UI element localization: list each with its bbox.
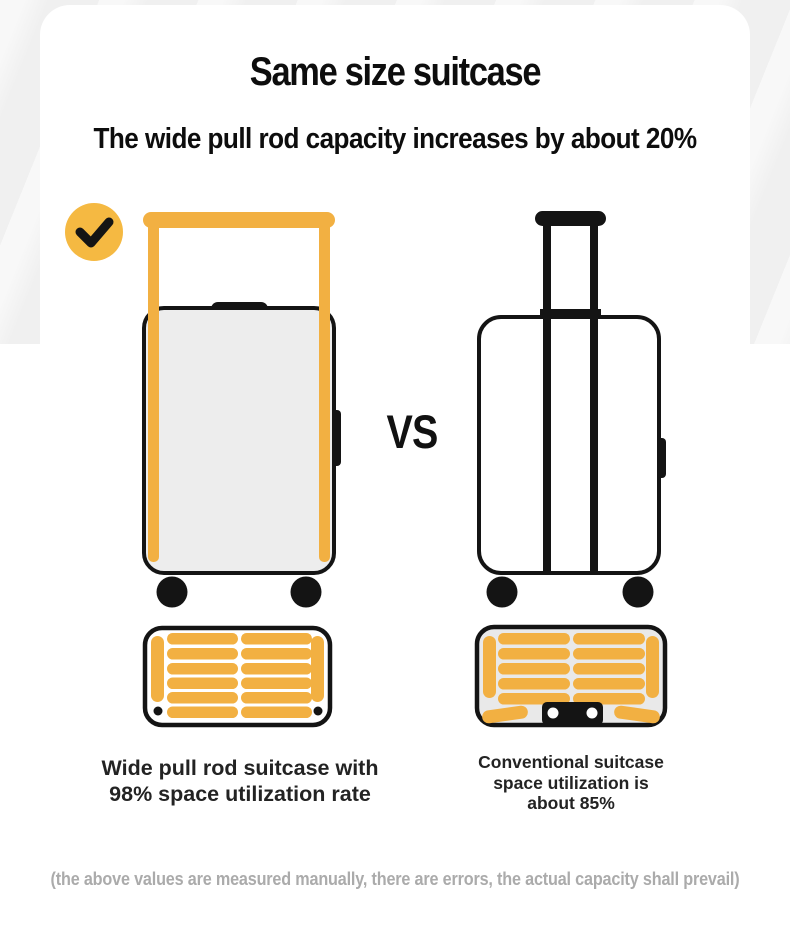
caption-line: about 85% (527, 793, 615, 813)
packed-item-rows (482, 633, 660, 724)
check-badge-circle (65, 203, 123, 261)
caption-line: space utilization is (493, 772, 649, 793)
conventional-packing-top-view (474, 624, 668, 728)
caption-line: Conventional suitcase (478, 752, 664, 772)
conventional-suitcase-front (477, 211, 666, 608)
wheel-right (290, 576, 322, 608)
caption-line: Wide pull rod suitcase with (101, 756, 379, 780)
check-mark (75, 217, 114, 248)
corner-dot (313, 706, 323, 716)
wide-trolley-rod (143, 212, 335, 562)
packed-item (151, 636, 164, 702)
packed-item-rows (167, 633, 312, 718)
disclaimer-text: (the above values are measured manually,… (50, 869, 740, 889)
trolley-top-handle (535, 211, 606, 226)
suitcase-body (142, 306, 336, 575)
trolley-right-tube (590, 219, 598, 571)
trolley-top-bar (143, 212, 335, 228)
trolley-left-tube (148, 219, 159, 562)
trolley-housing (542, 702, 603, 725)
trolley-right-tube (319, 219, 330, 562)
trolley-left-tube (543, 219, 551, 571)
wide-rod-suitcase-illustration (142, 212, 341, 728)
corner-dot (153, 706, 163, 716)
wide-rod-suitcase-front (142, 212, 341, 608)
wheel-right (622, 576, 654, 608)
check-badge (65, 203, 123, 261)
housing-dot (547, 707, 559, 719)
wide-rod-caption: Wide pull rod suitcase with 98% space ut… (78, 756, 402, 807)
conventional-suitcase-illustration (474, 211, 668, 728)
side-handle (657, 438, 666, 478)
wheel-left (486, 576, 518, 608)
page-title: Same size suitcase (249, 50, 542, 94)
wheel-left (156, 576, 188, 608)
packed-item (483, 636, 496, 698)
narrow-trolley-rod (535, 211, 606, 571)
page-subtitle: The wide pull rod capacity increases by … (93, 123, 697, 155)
side-handle (332, 410, 341, 466)
housing-dot (586, 707, 598, 719)
trolley-crossbar (540, 309, 601, 318)
packed-item (646, 636, 659, 698)
packed-item (311, 636, 324, 702)
suitcase-body (477, 315, 661, 575)
wide-rod-packing-top-view (142, 625, 333, 728)
vs-label: VS (386, 405, 438, 458)
caption-line: 98% space utilization rate (109, 781, 371, 806)
check-icon (65, 203, 123, 261)
conventional-caption: Conventional suitcase space utilization … (451, 752, 691, 814)
